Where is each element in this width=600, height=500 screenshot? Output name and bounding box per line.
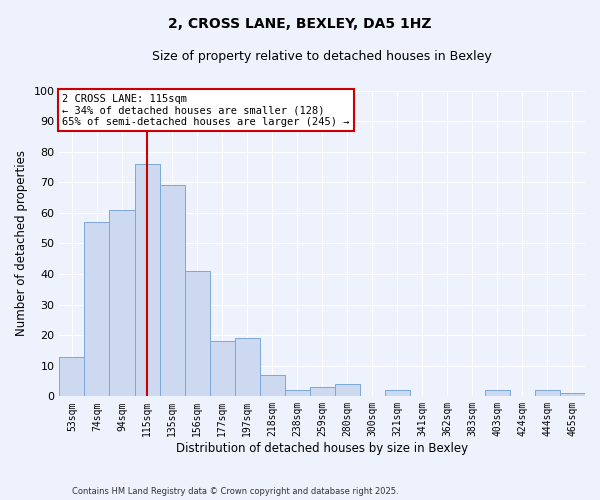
Bar	[185, 271, 209, 396]
Title: Size of property relative to detached houses in Bexley: Size of property relative to detached ho…	[152, 50, 492, 63]
Text: Contains HM Land Registry data © Crown copyright and database right 2025.
Contai: Contains HM Land Registry data © Crown c…	[72, 488, 437, 500]
Bar	[535, 390, 560, 396]
Bar	[160, 186, 185, 396]
X-axis label: Distribution of detached houses by size in Bexley: Distribution of detached houses by size …	[176, 442, 468, 455]
Text: 2 CROSS LANE: 115sqm
← 34% of detached houses are smaller (128)
65% of semi-deta: 2 CROSS LANE: 115sqm ← 34% of detached h…	[62, 94, 350, 127]
Bar	[59, 356, 85, 397]
Bar	[235, 338, 260, 396]
Bar	[109, 210, 134, 396]
Y-axis label: Number of detached properties: Number of detached properties	[15, 150, 28, 336]
Bar	[134, 164, 160, 396]
Bar	[85, 222, 109, 396]
Bar	[310, 387, 335, 396]
Text: 2, CROSS LANE, BEXLEY, DA5 1HZ: 2, CROSS LANE, BEXLEY, DA5 1HZ	[168, 18, 432, 32]
Bar	[385, 390, 410, 396]
Bar	[335, 384, 360, 396]
Bar	[560, 394, 585, 396]
Bar	[485, 390, 510, 396]
Bar	[209, 342, 235, 396]
Bar	[260, 375, 284, 396]
Bar	[284, 390, 310, 396]
